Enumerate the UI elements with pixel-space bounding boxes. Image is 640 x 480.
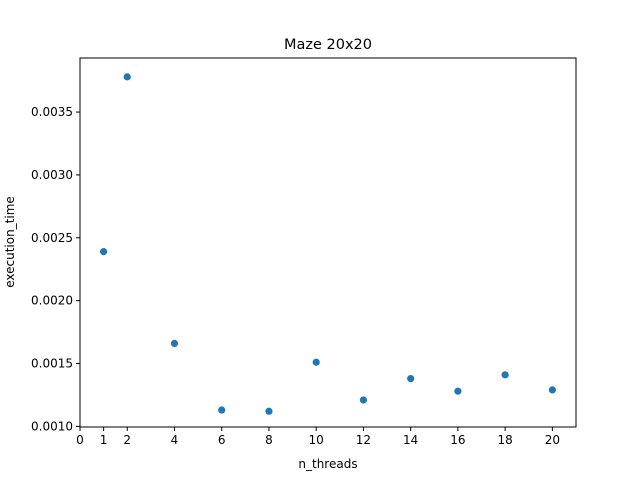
y-tick-label: 0.0010 <box>31 419 73 433</box>
x-tick-label: 14 <box>403 433 418 447</box>
x-axis: 0 1 2 4 6 8 10 12 14 16 18 20 <box>76 427 560 447</box>
x-tick-label: 4 <box>171 433 179 447</box>
data-point <box>312 358 320 366</box>
data-point <box>454 387 462 395</box>
x-tick-label: 8 <box>265 433 273 447</box>
x-tick-label: 10 <box>309 433 324 447</box>
data-points <box>100 73 556 415</box>
y-tick-label: 0.0030 <box>31 168 73 182</box>
x-tick-label: 6 <box>218 433 226 447</box>
y-tick-label: 0.0015 <box>31 357 73 371</box>
y-axis-title: execution_time <box>3 196 17 288</box>
x-tick-label: 12 <box>356 433 371 447</box>
data-point <box>501 371 509 379</box>
data-point <box>548 386 556 394</box>
x-tick-label: 16 <box>450 433 465 447</box>
data-point <box>218 406 226 414</box>
plot-frame <box>79 57 577 428</box>
x-tick-label: 18 <box>498 433 513 447</box>
data-point <box>100 248 108 256</box>
y-axis: 0.0010 0.0015 0.0020 0.0025 0.0030 0.0035 <box>31 105 80 433</box>
data-point <box>170 339 179 347</box>
data-point <box>407 374 415 383</box>
data-point <box>265 407 273 415</box>
chart-title: Maze 20x20 <box>284 37 372 53</box>
data-point <box>359 396 368 404</box>
x-tick-label: 0 <box>76 433 84 447</box>
x-tick-label: 1 <box>100 433 108 447</box>
y-tick-label: 0.0020 <box>31 294 73 308</box>
x-tick-label: 20 <box>545 433 560 447</box>
data-point <box>123 73 131 81</box>
x-tick-label: 2 <box>123 433 131 447</box>
y-tick-label: 0.0025 <box>31 231 73 245</box>
y-tick-label: 0.0035 <box>31 105 73 119</box>
x-axis-title: n_threads <box>298 457 357 471</box>
